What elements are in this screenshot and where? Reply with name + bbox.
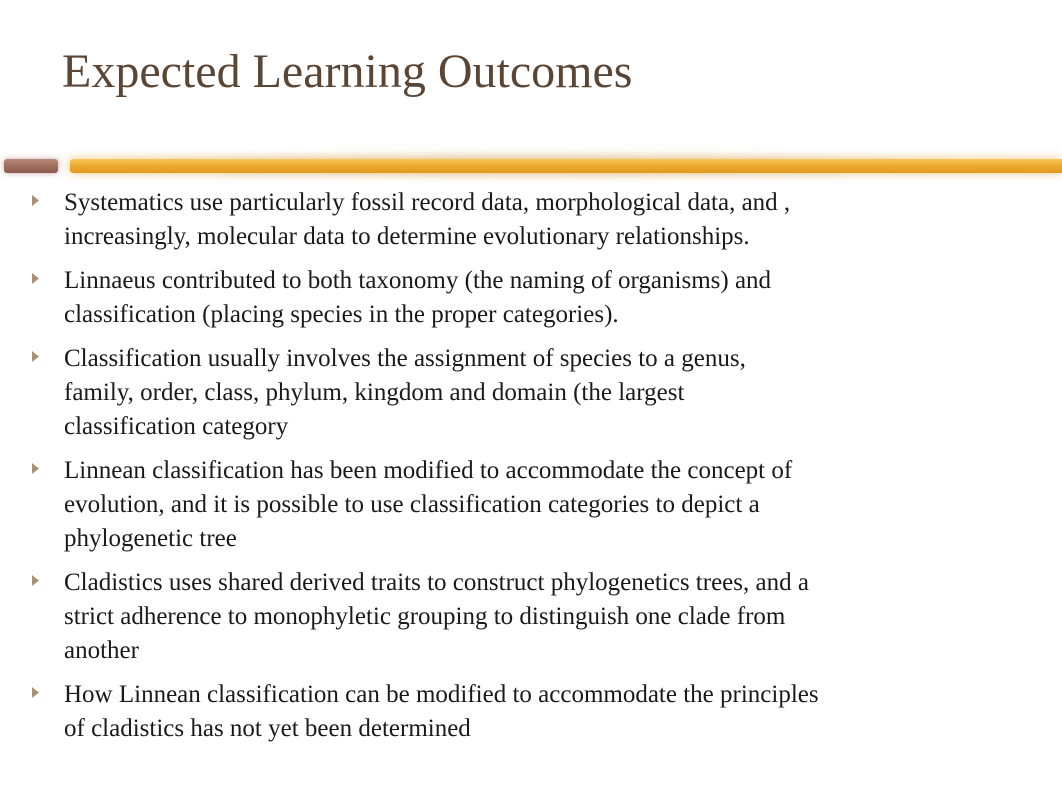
list-item: Systematics use particularly fossil reco… [30, 186, 820, 254]
divider-main-segment [70, 159, 1062, 173]
list-item-text: How Linnean classification can be modifi… [64, 681, 819, 742]
list-item-text: Linnean classification has been modified… [64, 457, 792, 552]
list-item-text: Cladistics uses shared derived traits to… [64, 569, 809, 664]
slide: Expected Learning Outcomes Systematics u… [0, 0, 1062, 797]
page-title: Expected Learning Outcomes [62, 44, 632, 99]
list-item-text: Classification usually involves the assi… [64, 345, 746, 440]
content-area: Systematics use particularly fossil reco… [30, 186, 820, 756]
divider-left-segment [4, 159, 58, 173]
list-item-text: Linnaeus contributed to both taxonomy (t… [64, 267, 771, 328]
divider-bar [0, 145, 1062, 185]
list-item: Linnean classification has been modified… [30, 454, 820, 556]
list-item-text: Systematics use particularly fossil reco… [64, 189, 790, 250]
list-item: Classification usually involves the assi… [30, 342, 820, 444]
outcomes-list: Systematics use particularly fossil reco… [30, 186, 820, 746]
list-item: Linnaeus contributed to both taxonomy (t… [30, 264, 820, 332]
list-item: Cladistics uses shared derived traits to… [30, 566, 820, 668]
list-item: How Linnean classification can be modifi… [30, 678, 820, 746]
